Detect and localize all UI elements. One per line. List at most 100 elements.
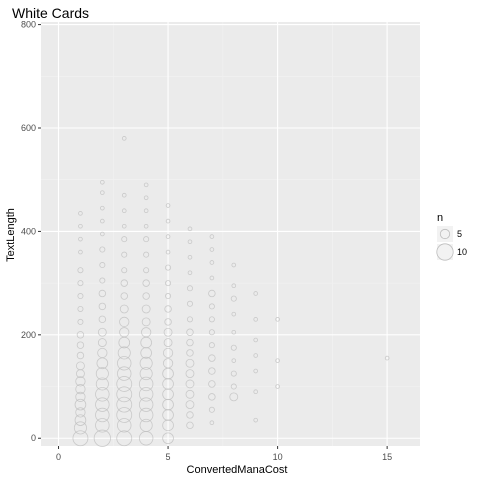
legend-symbol [439, 228, 451, 240]
data-point [143, 251, 150, 258]
legend-title: n [437, 212, 443, 224]
data-point [138, 376, 154, 392]
data-point [99, 246, 106, 253]
data-point [209, 275, 215, 281]
data-point [76, 351, 85, 360]
data-point [117, 418, 132, 433]
data-point [95, 387, 110, 402]
data-point [185, 358, 195, 368]
data-point [253, 337, 258, 343]
data-point [186, 349, 194, 357]
data-point [163, 338, 173, 347]
data-point [117, 346, 131, 360]
data-point [138, 407, 154, 423]
data-point [208, 406, 215, 413]
data-point [116, 376, 133, 392]
data-point [142, 292, 150, 300]
plot-panel [41, 22, 420, 446]
data-point [74, 398, 87, 411]
data-point [208, 342, 215, 349]
data-point [121, 236, 128, 243]
data-point [100, 231, 105, 237]
data-point [165, 280, 172, 287]
data-point [121, 251, 128, 258]
data-point [275, 358, 280, 363]
data-point [120, 292, 128, 300]
data-point [162, 432, 174, 445]
data-point [229, 392, 239, 402]
data-point [208, 354, 216, 362]
data-point [95, 418, 110, 433]
data-point [120, 279, 128, 287]
data-point [75, 391, 86, 402]
chart-title: White Cards [12, 5, 89, 21]
data-point [139, 367, 153, 381]
data-point [231, 311, 237, 317]
data-point [208, 329, 215, 336]
data-point [208, 393, 216, 401]
data-point [209, 260, 215, 265]
data-point [138, 387, 154, 402]
data-point [78, 249, 83, 255]
data-points [72, 136, 390, 447]
data-point [93, 429, 111, 447]
data-point [165, 218, 171, 224]
data-point [75, 376, 86, 387]
data-point [143, 223, 149, 229]
data-point [75, 384, 86, 395]
legend-label: 10 [457, 247, 467, 257]
data-point [78, 211, 83, 216]
data-point [162, 347, 174, 359]
data-point [74, 414, 87, 426]
data-point [76, 341, 85, 349]
data-point [253, 317, 258, 322]
data-point [98, 302, 107, 311]
data-point [73, 421, 87, 435]
data-point [209, 247, 215, 252]
data-point [230, 344, 237, 351]
grid-lines [41, 22, 420, 446]
data-point [72, 430, 89, 447]
data-point [77, 280, 84, 287]
data-point [209, 234, 215, 239]
data-point [187, 254, 193, 260]
data-point [141, 304, 151, 314]
data-point [100, 218, 105, 224]
data-point [162, 398, 174, 411]
y-tick-label: 600 [21, 123, 36, 133]
data-point [75, 407, 86, 418]
data-point [165, 293, 172, 300]
data-point [77, 305, 84, 312]
data-point [185, 379, 195, 389]
legend-label: 5 [457, 229, 462, 239]
data-point [253, 417, 258, 423]
data-point [95, 377, 109, 391]
data-point [97, 327, 107, 337]
data-point [143, 182, 149, 188]
data-point [97, 347, 108, 359]
data-point [230, 370, 237, 377]
legend-key [437, 226, 453, 242]
data-point [208, 289, 216, 298]
data-point [231, 262, 237, 268]
data-point [143, 236, 150, 243]
data-point [208, 303, 215, 310]
data-point [116, 396, 133, 413]
data-point [253, 291, 258, 296]
data-point [117, 356, 132, 371]
data-point [121, 136, 127, 141]
y-tick-label: 400 [21, 226, 36, 236]
data-point [98, 315, 107, 324]
data-point [119, 304, 129, 314]
data-point [162, 358, 174, 369]
data-point [78, 236, 83, 242]
data-point [186, 421, 194, 430]
data-point [187, 239, 193, 245]
data-point [231, 283, 237, 289]
data-point [139, 418, 153, 432]
legend-symbol [436, 243, 454, 261]
x-tick-label: 10 [273, 452, 283, 462]
data-point [97, 338, 107, 347]
data-point [141, 327, 152, 338]
